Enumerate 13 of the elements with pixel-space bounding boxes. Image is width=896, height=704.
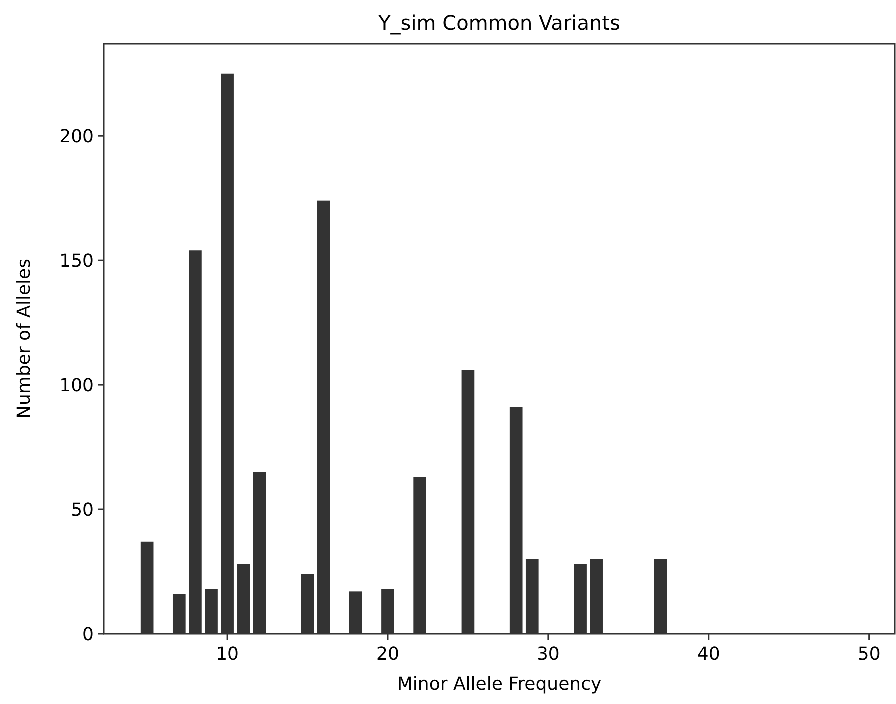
x-tick-label: 20 <box>376 644 400 665</box>
x-axis-title: Minor Allele Frequency <box>397 674 602 695</box>
x-tick-label: 30 <box>536 644 560 665</box>
y-tick-label: 50 <box>71 500 94 521</box>
y-tick-label: 100 <box>60 375 94 396</box>
x-tick-label: 50 <box>858 644 881 665</box>
x-tick-label: 10 <box>216 644 239 665</box>
y-tick-label: 0 <box>82 624 94 646</box>
y-axis-title: Number of Alleles <box>14 259 35 419</box>
y-tick-label: 150 <box>60 250 94 272</box>
chart-title: Y_sim Common Variants <box>378 11 620 35</box>
y-tick-label: 200 <box>60 126 94 148</box>
x-tick-label: 40 <box>697 644 720 665</box>
